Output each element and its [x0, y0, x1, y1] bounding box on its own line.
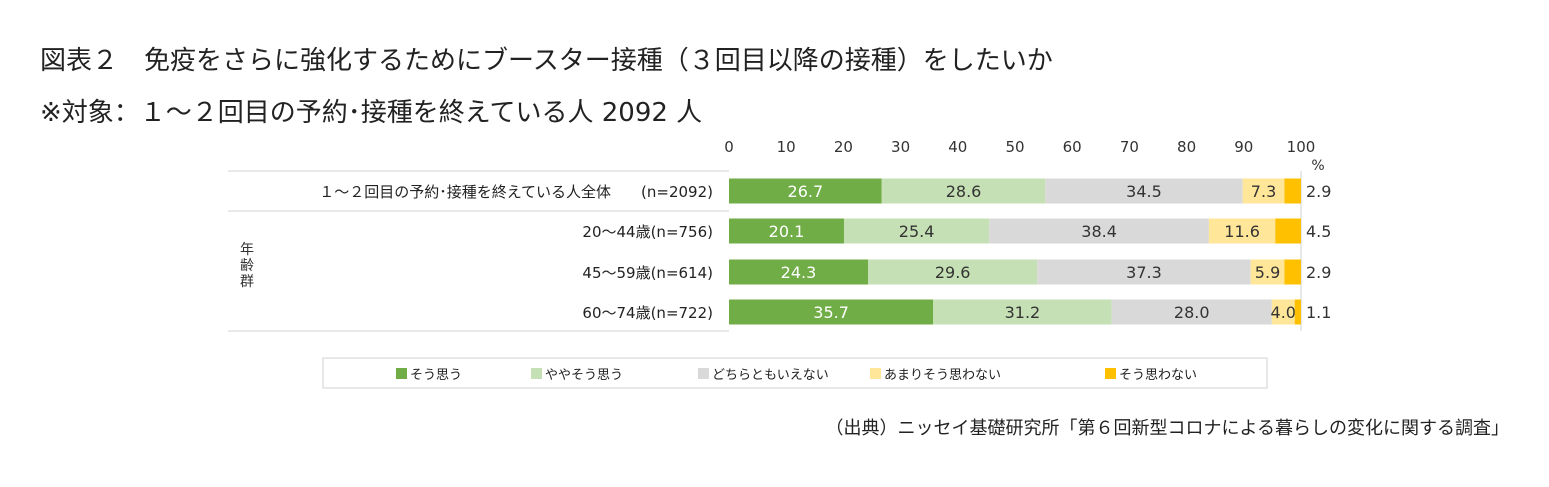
data-label: 28.6 [946, 182, 982, 201]
bar-segment [1242, 178, 1285, 204]
legend-label: ややそう思う [545, 368, 623, 383]
data-label: 20.1 [769, 222, 805, 241]
data-label: 2.9 [1306, 182, 1331, 201]
x-tick-label: 80 [1177, 138, 1196, 156]
legend-label: あまりそう思わない [884, 368, 1001, 383]
group-label-char: 齢 [240, 258, 254, 274]
bar-segment [1275, 218, 1301, 244]
data-label: 26.7 [788, 182, 824, 201]
bar-segment [729, 218, 844, 244]
data-label: 34.5 [1126, 182, 1162, 201]
data-label: 2.9 [1306, 263, 1331, 282]
legend-swatch [531, 368, 542, 379]
data-label: 11.6 [1224, 222, 1260, 241]
source-note: （出典）ニッセイ基礎研究所「第６回新型コロナによる暮らしの変化に関する調査」 [825, 418, 1509, 439]
bar-segment [933, 299, 1112, 325]
data-label: 5.9 [1255, 263, 1280, 282]
bar-segment [1045, 178, 1243, 204]
legend-label: そう思わない [1119, 368, 1197, 383]
data-label: 4.5 [1306, 222, 1331, 241]
legend-label: どちらともいえない [712, 368, 829, 383]
bar-segment [729, 259, 868, 285]
category-label: 20～44歳(n=756) [582, 223, 713, 241]
x-tick-label: 20 [834, 138, 853, 156]
chart-subtitle: ※対象：１～２回目の予約･接種を終えている人 2092 人 [40, 98, 703, 128]
x-tick-label: 40 [948, 138, 967, 156]
legend-label: そう思う [410, 368, 462, 383]
x-tick-label: 90 [1234, 138, 1253, 156]
chart-title: 図表２ 免疫をさらに強化するためにブースター接種（３回目以降の接種）をしたいか [40, 46, 1053, 76]
bar-segment [843, 218, 990, 244]
x-tick-label: 60 [1063, 138, 1082, 156]
x-tick-label: 50 [1005, 138, 1024, 156]
bar-segment [1294, 299, 1301, 325]
x-tick-label: 0 [724, 138, 734, 156]
bar-segment [1284, 178, 1301, 204]
data-label: 35.7 [813, 303, 849, 322]
data-label: 29.6 [935, 263, 971, 282]
category-label: １～２回目の予約･接種を終えている人全体 (n=2092) [319, 183, 713, 201]
bar-segment [729, 178, 882, 204]
bar-segment [1208, 218, 1276, 244]
legend-swatch [396, 368, 407, 379]
x-tick-label: 30 [891, 138, 910, 156]
category-label: 45～59歳(n=614) [582, 264, 713, 282]
bar-segment [729, 299, 934, 325]
bar-segment [1037, 259, 1251, 285]
data-label: 25.4 [899, 222, 935, 241]
bar-segment [1284, 259, 1301, 285]
group-label-char: 年 [240, 242, 254, 258]
category-label: 60～74歳(n=722) [582, 304, 713, 322]
data-label: 31.2 [1005, 303, 1041, 322]
unit-label: % [1311, 158, 1324, 174]
data-label: 24.3 [781, 263, 817, 282]
bar-segment [1111, 299, 1272, 325]
legend-swatch [698, 368, 709, 379]
data-label: 37.3 [1126, 263, 1162, 282]
data-label: 7.3 [1251, 182, 1276, 201]
group-label-char: 群 [240, 274, 254, 290]
x-tick-label: 10 [777, 138, 796, 156]
data-label: 4.0 [1271, 303, 1296, 322]
legend-swatch [870, 368, 881, 379]
data-label: 38.4 [1081, 222, 1117, 241]
bar-segment [867, 259, 1038, 285]
data-label: 28.0 [1174, 303, 1210, 322]
legend-swatch [1105, 368, 1116, 379]
bar-segment [1271, 299, 1295, 325]
bar-segment [881, 178, 1046, 204]
x-tick-label: 70 [1120, 138, 1139, 156]
x-tick-label: 100 [1287, 138, 1316, 156]
bar-segment [989, 218, 1209, 244]
bar-segment [1250, 259, 1285, 285]
data-label: 1.1 [1306, 303, 1331, 322]
